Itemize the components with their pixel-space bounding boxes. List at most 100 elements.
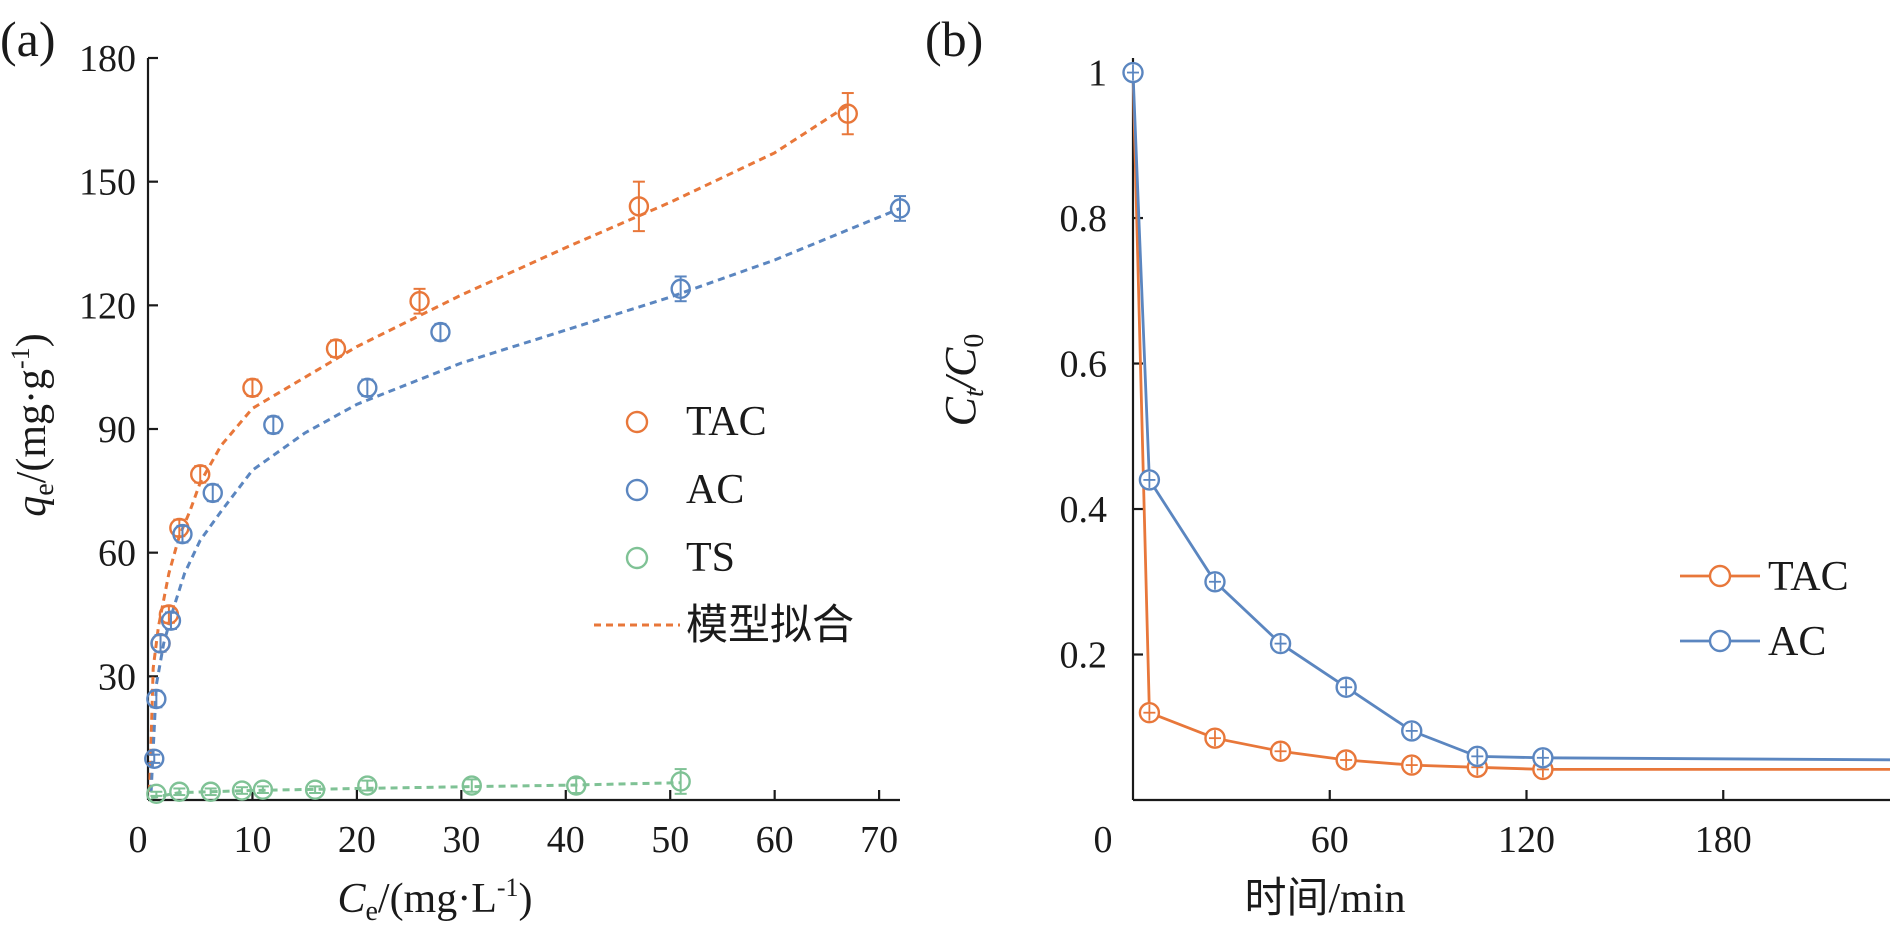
data-point-ts — [146, 783, 167, 805]
y-tick-label: 120 — [79, 285, 136, 327]
marker-circle — [146, 783, 167, 805]
y-tick-label: 60 — [98, 533, 136, 575]
x-tick-label: 60 — [756, 819, 794, 861]
legend-marker — [625, 410, 649, 434]
y-tick-label: 180 — [79, 38, 136, 80]
y-tick-label: 0.6 — [1060, 344, 1108, 386]
marker-circle — [146, 688, 167, 710]
x-tick-label: 0 — [1094, 819, 1113, 861]
legend-label: AC — [686, 467, 744, 513]
marker-circle — [202, 482, 223, 504]
data-point-tac — [190, 464, 211, 485]
marker-circle — [172, 523, 193, 545]
legend-marker — [625, 546, 649, 570]
data-point-ac — [430, 321, 451, 343]
data-point-ac — [160, 610, 182, 631]
panel-b-legend: TAC AC — [1680, 554, 1849, 665]
data-point-ts — [231, 780, 253, 801]
fit-line-ac — [149, 207, 901, 792]
x-tick-label: 40 — [547, 819, 585, 861]
marker-circle — [144, 748, 165, 769]
y-tick-label: 0.8 — [1060, 198, 1108, 240]
x-tick-label: 120 — [1498, 819, 1555, 861]
legend-label: TAC — [686, 399, 767, 445]
data-point-ac — [146, 688, 167, 710]
y-tick-label: 1 — [1088, 53, 1107, 95]
legend-label: AC — [1768, 619, 1826, 665]
data-point-ac — [1138, 469, 1161, 491]
x-tick-label: 0 — [129, 819, 148, 861]
data-point-ac — [202, 482, 223, 504]
data-point-ac — [1335, 676, 1357, 698]
y-tick-label: 30 — [98, 656, 136, 698]
marker-circle — [357, 377, 378, 398]
data-point-ac — [263, 414, 284, 436]
x-tick-label: 30 — [442, 819, 480, 861]
data-point-ac — [1532, 747, 1554, 769]
data-point-ts — [670, 768, 691, 795]
data-point-ts — [357, 775, 378, 796]
data-point-tac — [1269, 740, 1292, 762]
marker-circle — [190, 464, 211, 485]
data-point-ts — [461, 775, 482, 796]
marker-circle — [160, 610, 182, 631]
data-point-tac — [1138, 702, 1161, 724]
legend-marker — [1708, 629, 1732, 653]
data-point-ts — [304, 779, 326, 800]
data-point-tac — [325, 338, 347, 359]
panel-b-x-axis-label: 时间/min — [1244, 876, 1405, 922]
panel-a-chart: (a) 30 60 90 120 150 180 0 10 20 30 40 50 60 70 Ce/(m… — [0, 11, 911, 927]
fit-line-tac — [148, 104, 849, 792]
marker-circle — [150, 633, 171, 654]
data-point-ac — [1466, 745, 1489, 768]
y-tick-label: 150 — [79, 162, 136, 204]
data-point-tac — [409, 287, 430, 315]
y-tick-label: 0.4 — [1060, 489, 1108, 531]
marker-circle — [304, 779, 326, 800]
panel-a-fit-lines — [148, 104, 901, 800]
data-point-ac — [1401, 720, 1423, 742]
data-point-ac — [1122, 61, 1144, 84]
y-tick-label: 90 — [98, 409, 136, 451]
legend-item-2: TS — [625, 535, 735, 581]
data-point-tac — [242, 377, 263, 398]
legend-marker — [625, 478, 649, 502]
data-point-ac — [670, 275, 691, 303]
legend-item-1: AC — [625, 467, 744, 513]
data-point-ac — [1204, 571, 1226, 593]
data-point-ac — [144, 748, 165, 769]
marker-circle — [200, 781, 221, 802]
panel-a-markers — [144, 92, 911, 805]
panel-a-legend: TAC AC TS 模型拟合 — [594, 399, 854, 649]
marker-circle — [169, 781, 190, 802]
data-point-ac — [172, 523, 193, 545]
legend-label: 模型拟合 — [686, 603, 854, 649]
panel-b-label: (b) — [925, 11, 983, 67]
panel-b-y-axis-label: Ct/C0 — [936, 334, 990, 427]
x-tick-label: 10 — [233, 819, 271, 861]
data-point-ac — [357, 377, 378, 398]
marker-circle — [409, 291, 430, 312]
marker-circle — [461, 775, 482, 796]
data-point-ac — [889, 195, 911, 222]
legend-item-0: TAC — [1680, 554, 1849, 600]
data-point-tac — [837, 92, 858, 136]
panel-b-markers — [1122, 61, 1554, 781]
data-point-ac — [1269, 632, 1292, 655]
data-point-ts — [169, 781, 190, 802]
legend-item-1: AC — [1680, 619, 1826, 665]
panel-a-x-axis-label: Ce/(mg·L-1) — [337, 873, 532, 927]
x-tick-label: 50 — [651, 819, 689, 861]
x-tick-label: 180 — [1695, 819, 1752, 861]
fit-line-ts — [150, 781, 681, 800]
panel-a-label: (a) — [0, 11, 56, 67]
legend-item-0: TAC — [625, 399, 767, 445]
data-point-ts — [252, 779, 274, 800]
data-point-ac — [150, 633, 171, 654]
marker-circle — [252, 779, 274, 800]
x-tick-label: 60 — [1311, 819, 1349, 861]
panel-b-chart: (b) 0.20.40.60.81060120180240 时间/min Ct/… — [925, 11, 1890, 922]
legend-label: TS — [686, 535, 735, 581]
marker-circle — [430, 321, 451, 343]
